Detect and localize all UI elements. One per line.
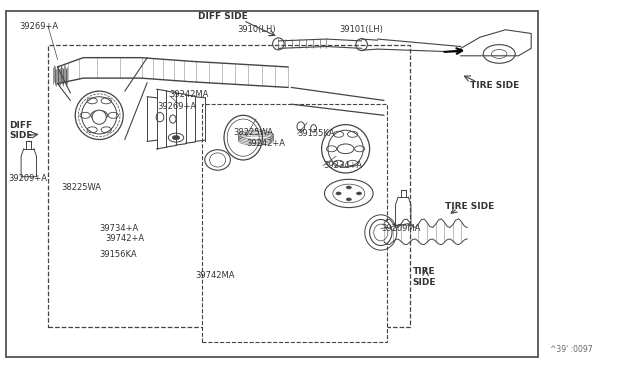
Text: 39742MA: 39742MA [195,271,235,280]
Text: DIFF SIDE: DIFF SIDE [198,12,248,21]
Text: 39209+A: 39209+A [8,174,47,183]
Circle shape [172,135,180,140]
Text: 39269+A: 39269+A [157,102,196,110]
FancyBboxPatch shape [48,45,410,327]
Text: 39101(LH): 39101(LH) [339,25,383,34]
FancyBboxPatch shape [6,11,538,357]
Ellipse shape [370,219,392,246]
Text: TIRE SIDE: TIRE SIDE [470,81,520,90]
Circle shape [346,198,351,201]
Text: 38225WA: 38225WA [234,128,274,137]
Circle shape [356,192,362,195]
Text: 39242MA: 39242MA [170,90,209,99]
Circle shape [336,192,341,195]
FancyBboxPatch shape [202,104,387,342]
Text: 39742+A: 39742+A [106,234,145,243]
Text: 39209MA: 39209MA [381,224,420,233]
Circle shape [346,186,351,189]
Text: 39156KA: 39156KA [99,250,137,259]
Text: 39269+A: 39269+A [19,22,58,31]
Text: 39234+A: 39234+A [323,161,362,170]
Text: 39242+A: 39242+A [246,139,285,148]
Text: 39734+A: 39734+A [99,224,138,233]
Text: 39155KA: 39155KA [298,129,335,138]
Ellipse shape [92,110,106,124]
Text: TIRE
SIDE: TIRE SIDE [413,267,436,287]
Text: TIRE SIDE: TIRE SIDE [445,202,494,211]
Text: ^39' :0097: ^39' :0097 [550,345,593,354]
Text: DIFF
SIDE: DIFF SIDE [10,121,33,140]
Text: 3910(LH): 3910(LH) [237,25,275,34]
Text: 38225WA: 38225WA [61,183,101,192]
